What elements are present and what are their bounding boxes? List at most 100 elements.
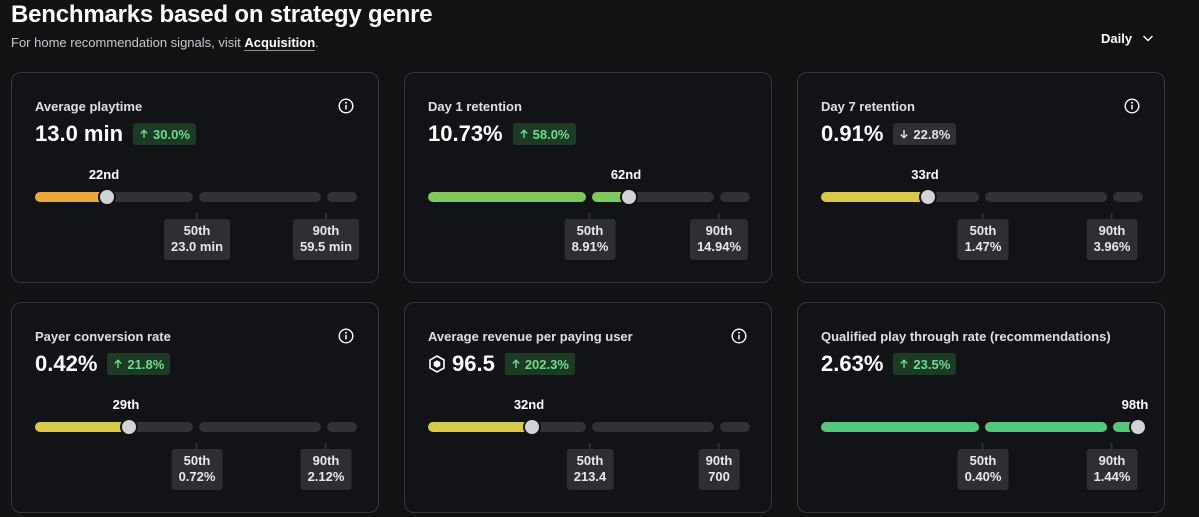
metric-value: 0.42% — [35, 351, 98, 376]
arrow-down-icon — [900, 130, 909, 139]
percentile-track — [821, 418, 1147, 436]
track-segment — [592, 422, 714, 432]
delta-badge: 202.3% — [504, 353, 575, 375]
p50-label: 50th — [183, 223, 211, 238]
p90-marker: 90th 1.44% — [1086, 443, 1138, 490]
info-circle-icon[interactable] — [338, 98, 354, 114]
track-segment — [199, 192, 321, 202]
acquisition-link[interactable]: Acquisition — [244, 35, 316, 51]
delta-badge: 21.8% — [107, 353, 171, 375]
p50-label: 50th — [183, 453, 211, 468]
p50-label: 50th — [576, 453, 604, 468]
track-segment — [821, 422, 979, 432]
track-segment — [1113, 192, 1143, 202]
metric-row: 0.42% 21.8% — [35, 350, 171, 378]
delta-badge: 22.8% — [893, 123, 957, 145]
p50-marker: 50th 0.72% — [171, 443, 223, 490]
percentile-knob — [919, 188, 937, 206]
subtitle-text: For home recommendation signals, visit — [11, 35, 245, 50]
delta-badge: 23.5% — [893, 353, 957, 375]
track-segment — [720, 422, 750, 432]
metric-value: 96.5 — [452, 351, 495, 376]
p50-value: 0.72% — [178, 469, 216, 484]
arrow-up-icon — [900, 359, 909, 368]
track-fill — [985, 422, 1107, 432]
p90-label: 90th — [705, 453, 733, 468]
track-segment — [985, 192, 1107, 202]
track-fill — [35, 422, 128, 432]
card-title: Day 7 retention — [821, 99, 915, 114]
delta-value: 23.5% — [913, 356, 951, 372]
metric-row: 10.73% 58.0% — [428, 120, 576, 148]
percentile-knob — [620, 188, 638, 206]
percentile-knob — [1129, 418, 1147, 436]
card-title: Average revenue per paying user — [428, 329, 633, 344]
p90-value: 3.96% — [1093, 239, 1131, 254]
info-circle-icon[interactable] — [731, 328, 747, 344]
p50-label: 50th — [969, 453, 997, 468]
metric-value: 13.0 min — [35, 121, 124, 146]
info-circle-icon[interactable] — [338, 328, 354, 344]
benchmark-card: Day 1 retention 10.73% 58.0% 62nd 50th 8… — [404, 72, 772, 283]
delta-value: 30.0% — [153, 126, 190, 142]
period-dropdown-label: Daily — [1101, 30, 1133, 46]
arrow-up-icon — [140, 129, 148, 138]
p90-label: 90th — [312, 223, 340, 238]
percentile-rank: 33rd — [911, 167, 939, 182]
track-fill — [428, 422, 531, 432]
track-segment — [327, 422, 357, 432]
percentile-knob — [523, 418, 541, 436]
delta-badge: 58.0% — [512, 123, 576, 145]
p50-marker: 50th 1.47% — [957, 213, 1009, 260]
track-segment — [327, 192, 357, 202]
percentile-knob — [98, 188, 116, 206]
delta-value: 21.8% — [127, 356, 165, 372]
p50-label: 50th — [969, 223, 997, 238]
track-fill — [428, 192, 586, 202]
percentile-rank: 32nd — [513, 397, 545, 412]
metric-row: 13.0 min 30.0% — [35, 120, 196, 148]
subtitle-period: . — [315, 35, 319, 50]
p50-marker: 50th 8.91% — [564, 213, 616, 260]
benchmark-card: Payer conversion rate 0.42% 21.8% 29th 5… — [11, 302, 379, 513]
p90-marker: 90th 3.96% — [1086, 213, 1138, 260]
percentile-track — [428, 188, 750, 206]
percentile-rank: 29th — [112, 397, 140, 412]
card-title: Qualified play through rate (recommendat… — [821, 329, 1111, 344]
p90-label: 90th — [705, 223, 733, 238]
card-title: Day 1 retention — [428, 99, 522, 114]
track-fill — [592, 192, 628, 202]
track-fill — [821, 422, 979, 432]
period-dropdown[interactable]: Daily — [1101, 27, 1154, 49]
percentile-knob — [120, 418, 138, 436]
info-circle-icon[interactable] — [1124, 98, 1140, 114]
metric-row: 2.63% 23.5% — [821, 350, 957, 378]
card-title: Average playtime — [35, 99, 143, 114]
track-segment — [428, 192, 586, 202]
p90-value: 59.5 min — [299, 239, 353, 254]
track-segment — [985, 422, 1107, 432]
p50-value: 0.40% — [964, 469, 1002, 484]
benchmark-card: Day 7 retention 0.91% 22.8% 33rd 50th 1.… — [797, 72, 1165, 283]
page-subtitle: For home recommendation signals, visit A… — [11, 34, 319, 52]
delta-badge: 30.0% — [133, 123, 196, 145]
delta-value: 22.8% — [913, 126, 951, 142]
p50-label: 50th — [576, 223, 604, 238]
p50-value: 8.91% — [571, 239, 609, 254]
arrow-up-icon — [114, 359, 123, 368]
track-fill — [821, 192, 927, 202]
percentile-rank: 22nd — [88, 167, 120, 182]
p90-label: 90th — [312, 453, 340, 468]
delta-value: 58.0% — [532, 126, 570, 142]
track-segment — [592, 192, 714, 202]
metric-value: 0.91% — [821, 121, 884, 146]
p90-label: 90th — [1098, 223, 1126, 238]
p90-marker: 90th 700 — [698, 443, 740, 490]
p50-marker: 50th 213.4 — [566, 443, 614, 490]
p90-value: 700 — [708, 469, 730, 484]
benchmark-card: Qualified play through rate (recommendat… — [797, 302, 1165, 513]
track-segment — [199, 422, 321, 432]
benchmark-card: Average revenue per paying user 96.5 202… — [404, 302, 772, 513]
percentile-track — [428, 418, 750, 436]
benchmark-card: Average playtime 13.0 min 30.0% 22nd 50t… — [11, 72, 379, 283]
